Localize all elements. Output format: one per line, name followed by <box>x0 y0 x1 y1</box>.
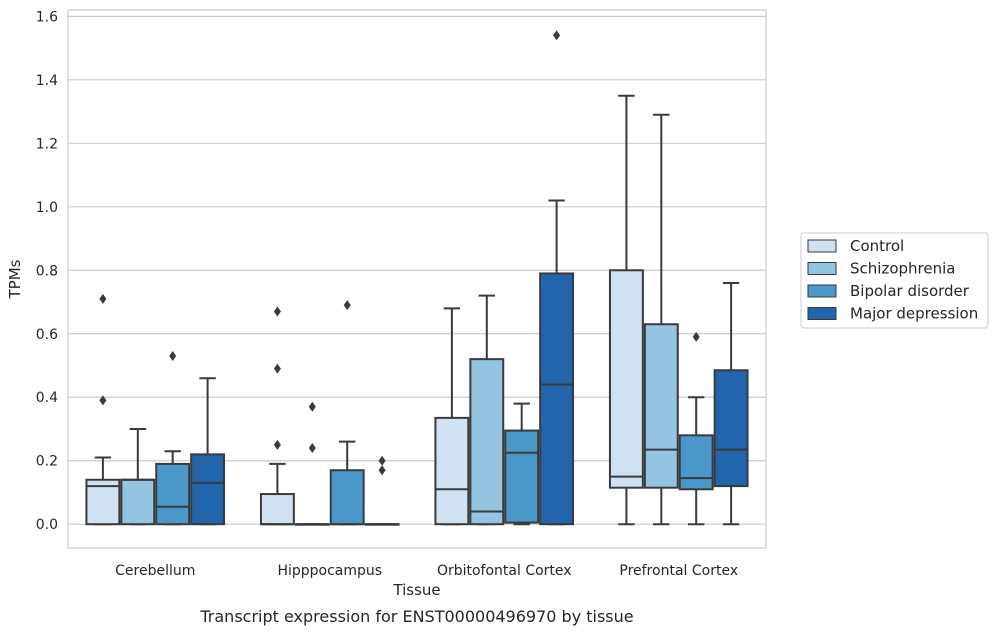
y-tick-label: 1.2 <box>36 136 58 152</box>
box-body <box>329 469 365 526</box>
outlier-point <box>273 306 281 317</box>
y-tick-label: 0.0 <box>36 517 58 533</box>
outlier-point <box>169 350 177 361</box>
outlier-point <box>308 443 316 454</box>
box-bipolar-disorder <box>678 331 714 526</box>
outlier-point <box>99 293 107 304</box>
outlier-point <box>99 395 107 406</box>
box-body <box>434 416 470 526</box>
plot-frame <box>67 9 767 549</box>
y-axis-title: TPMs <box>6 259 24 299</box>
box-schizophrenia <box>643 113 679 526</box>
box-body <box>155 462 191 526</box>
outlier-point <box>553 30 561 41</box>
legend: Control Schizophrenia Bipolar disorder Majo… <box>800 232 989 329</box>
box-control <box>85 293 121 526</box>
outlier-point <box>692 331 700 342</box>
box-bipolar-disorder <box>329 300 365 526</box>
box-body <box>643 323 679 489</box>
boxes <box>85 30 749 526</box>
outlier-point <box>308 401 316 412</box>
box-body <box>85 478 121 526</box>
legend-swatch <box>807 284 837 298</box>
box-body <box>678 434 714 491</box>
box-control <box>434 307 470 526</box>
legend-swatch <box>807 262 837 275</box>
box-body <box>120 478 156 526</box>
y-tick-label: 0.8 <box>36 263 58 279</box>
x-tick-label: Cerebellum <box>115 563 195 579</box>
box-body <box>713 369 749 488</box>
y-tick-label: 1.0 <box>36 200 58 216</box>
outlier-point <box>343 300 351 311</box>
box-body <box>504 429 540 524</box>
box-schizophrenia <box>294 401 330 526</box>
legend-label: Control <box>850 237 904 255</box>
x-tick-label: Orbitofontal Cortex <box>437 563 572 579</box>
box-body <box>469 358 505 526</box>
y-tick-label: 0.2 <box>36 454 58 470</box>
legend-swatch <box>807 239 837 253</box>
y-tick-label: 1.6 <box>36 9 58 25</box>
box-control <box>259 306 295 526</box>
x-tick-label: Prefrontal Cortex <box>619 563 738 579</box>
box-major-depression <box>364 455 400 526</box>
box-body <box>539 272 575 526</box>
box-major-depression <box>713 281 749 526</box>
x-tick-label: Hipppocampus <box>277 563 382 579</box>
outlier-point <box>378 455 386 466</box>
x-tick-labels: Cerebellum Hipppocampus Orbitofontal Corte… <box>115 563 738 579</box>
x-axis-title: Tissue <box>392 581 440 599</box>
outlier-point <box>273 363 281 374</box>
legend-frame <box>800 232 989 329</box>
y-tick-labels: 0.0 0.2 0.4 0.6 0.8 1.0 1.2 1.4 1.6 <box>36 9 58 533</box>
box-schizophrenia <box>469 294 505 526</box>
legend-label: Bipolar disorder <box>850 282 970 300</box>
box-body <box>259 493 295 526</box>
outlier-point <box>378 465 386 476</box>
gridlines <box>68 15 766 525</box>
box-body <box>608 269 644 489</box>
box-major-depression <box>539 30 575 526</box>
legend-label: Schizophrenia <box>850 260 955 278</box>
outlier-point <box>273 439 281 450</box>
box-bipolar-disorder <box>155 350 191 526</box>
box-major-depression <box>190 377 226 526</box>
legend-label: Major depression <box>850 305 978 323</box>
y-tick-label: 0.6 <box>36 327 58 343</box>
figure-caption: Transcript expression for ENST0000049697… <box>199 607 633 626</box>
y-tick-label: 0.4 <box>36 390 58 406</box>
box-schizophrenia <box>120 427 156 526</box>
legend-swatch <box>807 307 837 320</box>
box-body <box>190 453 226 526</box>
y-tick-label: 1.4 <box>36 73 58 89</box>
box-bipolar-disorder <box>504 402 540 526</box>
box-control <box>608 94 644 526</box>
